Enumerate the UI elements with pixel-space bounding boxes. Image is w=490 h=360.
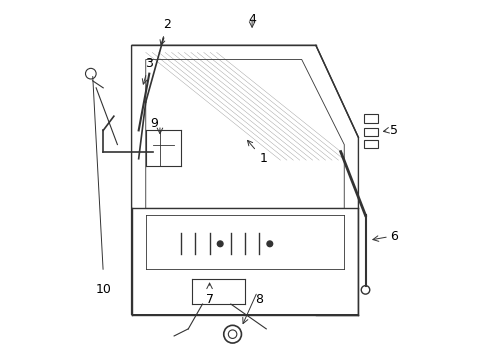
Text: 7: 7 bbox=[206, 293, 214, 306]
Text: 6: 6 bbox=[391, 230, 398, 243]
Text: 1: 1 bbox=[247, 140, 267, 165]
Text: 5: 5 bbox=[391, 124, 398, 137]
Circle shape bbox=[218, 241, 223, 247]
Text: 9: 9 bbox=[150, 117, 158, 130]
Text: 4: 4 bbox=[248, 13, 256, 26]
Text: 3: 3 bbox=[142, 57, 153, 84]
Text: 10: 10 bbox=[95, 283, 111, 296]
FancyBboxPatch shape bbox=[364, 114, 378, 123]
Text: 2: 2 bbox=[160, 18, 171, 45]
Text: 8: 8 bbox=[255, 293, 263, 306]
FancyBboxPatch shape bbox=[364, 140, 378, 148]
Circle shape bbox=[267, 241, 272, 247]
FancyBboxPatch shape bbox=[364, 128, 378, 136]
